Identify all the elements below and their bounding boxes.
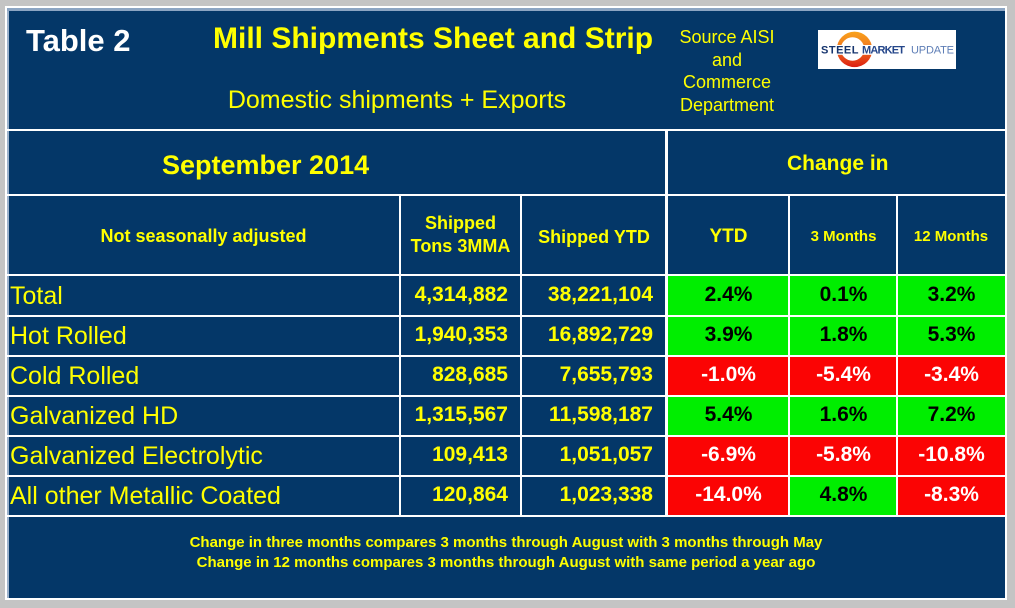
svg-text:UPDATE: UPDATE — [911, 44, 954, 56]
svg-text:MARKET: MARKET — [862, 44, 905, 56]
svg-text:STEEL: STEEL — [821, 44, 859, 56]
